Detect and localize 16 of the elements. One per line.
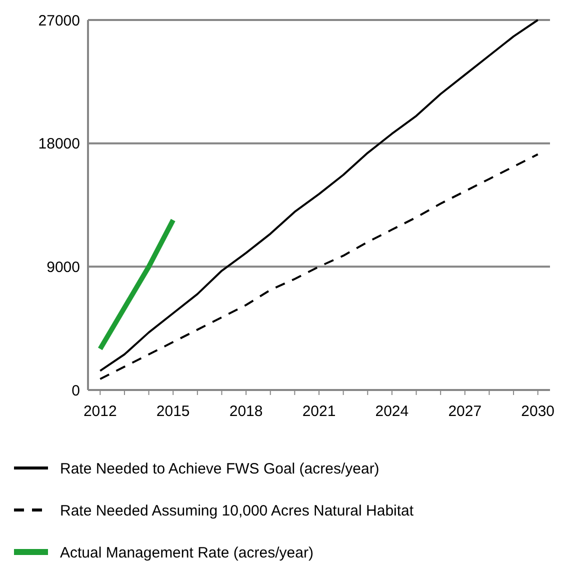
x-tick-label: 2021 <box>302 403 336 420</box>
y-tick-label: 27000 <box>38 12 80 30</box>
y-tick-label: 18000 <box>38 136 80 153</box>
line-series <box>99 153 539 380</box>
x-tick-label: 2018 <box>229 403 263 420</box>
x-tick-label: 2012 <box>83 403 117 420</box>
line-series <box>99 19 539 372</box>
legend-label: Rate Needed Assuming 10,000 Acres Natural Habitat <box>60 502 414 520</box>
x-tick-label: 2015 <box>156 403 190 420</box>
x-tick-label: 2027 <box>448 403 482 420</box>
legend-label: Rate Needed to Achieve FWS Goal (acres/year) <box>60 460 380 478</box>
y-tick-label: 0 <box>72 382 80 400</box>
x-tick-label: 2030 <box>521 403 555 420</box>
x-tick-label: 2024 <box>375 403 409 420</box>
y-tick-label: 9000 <box>46 258 80 276</box>
legend-label: Actual Management Rate (acres/year) <box>60 544 314 562</box>
